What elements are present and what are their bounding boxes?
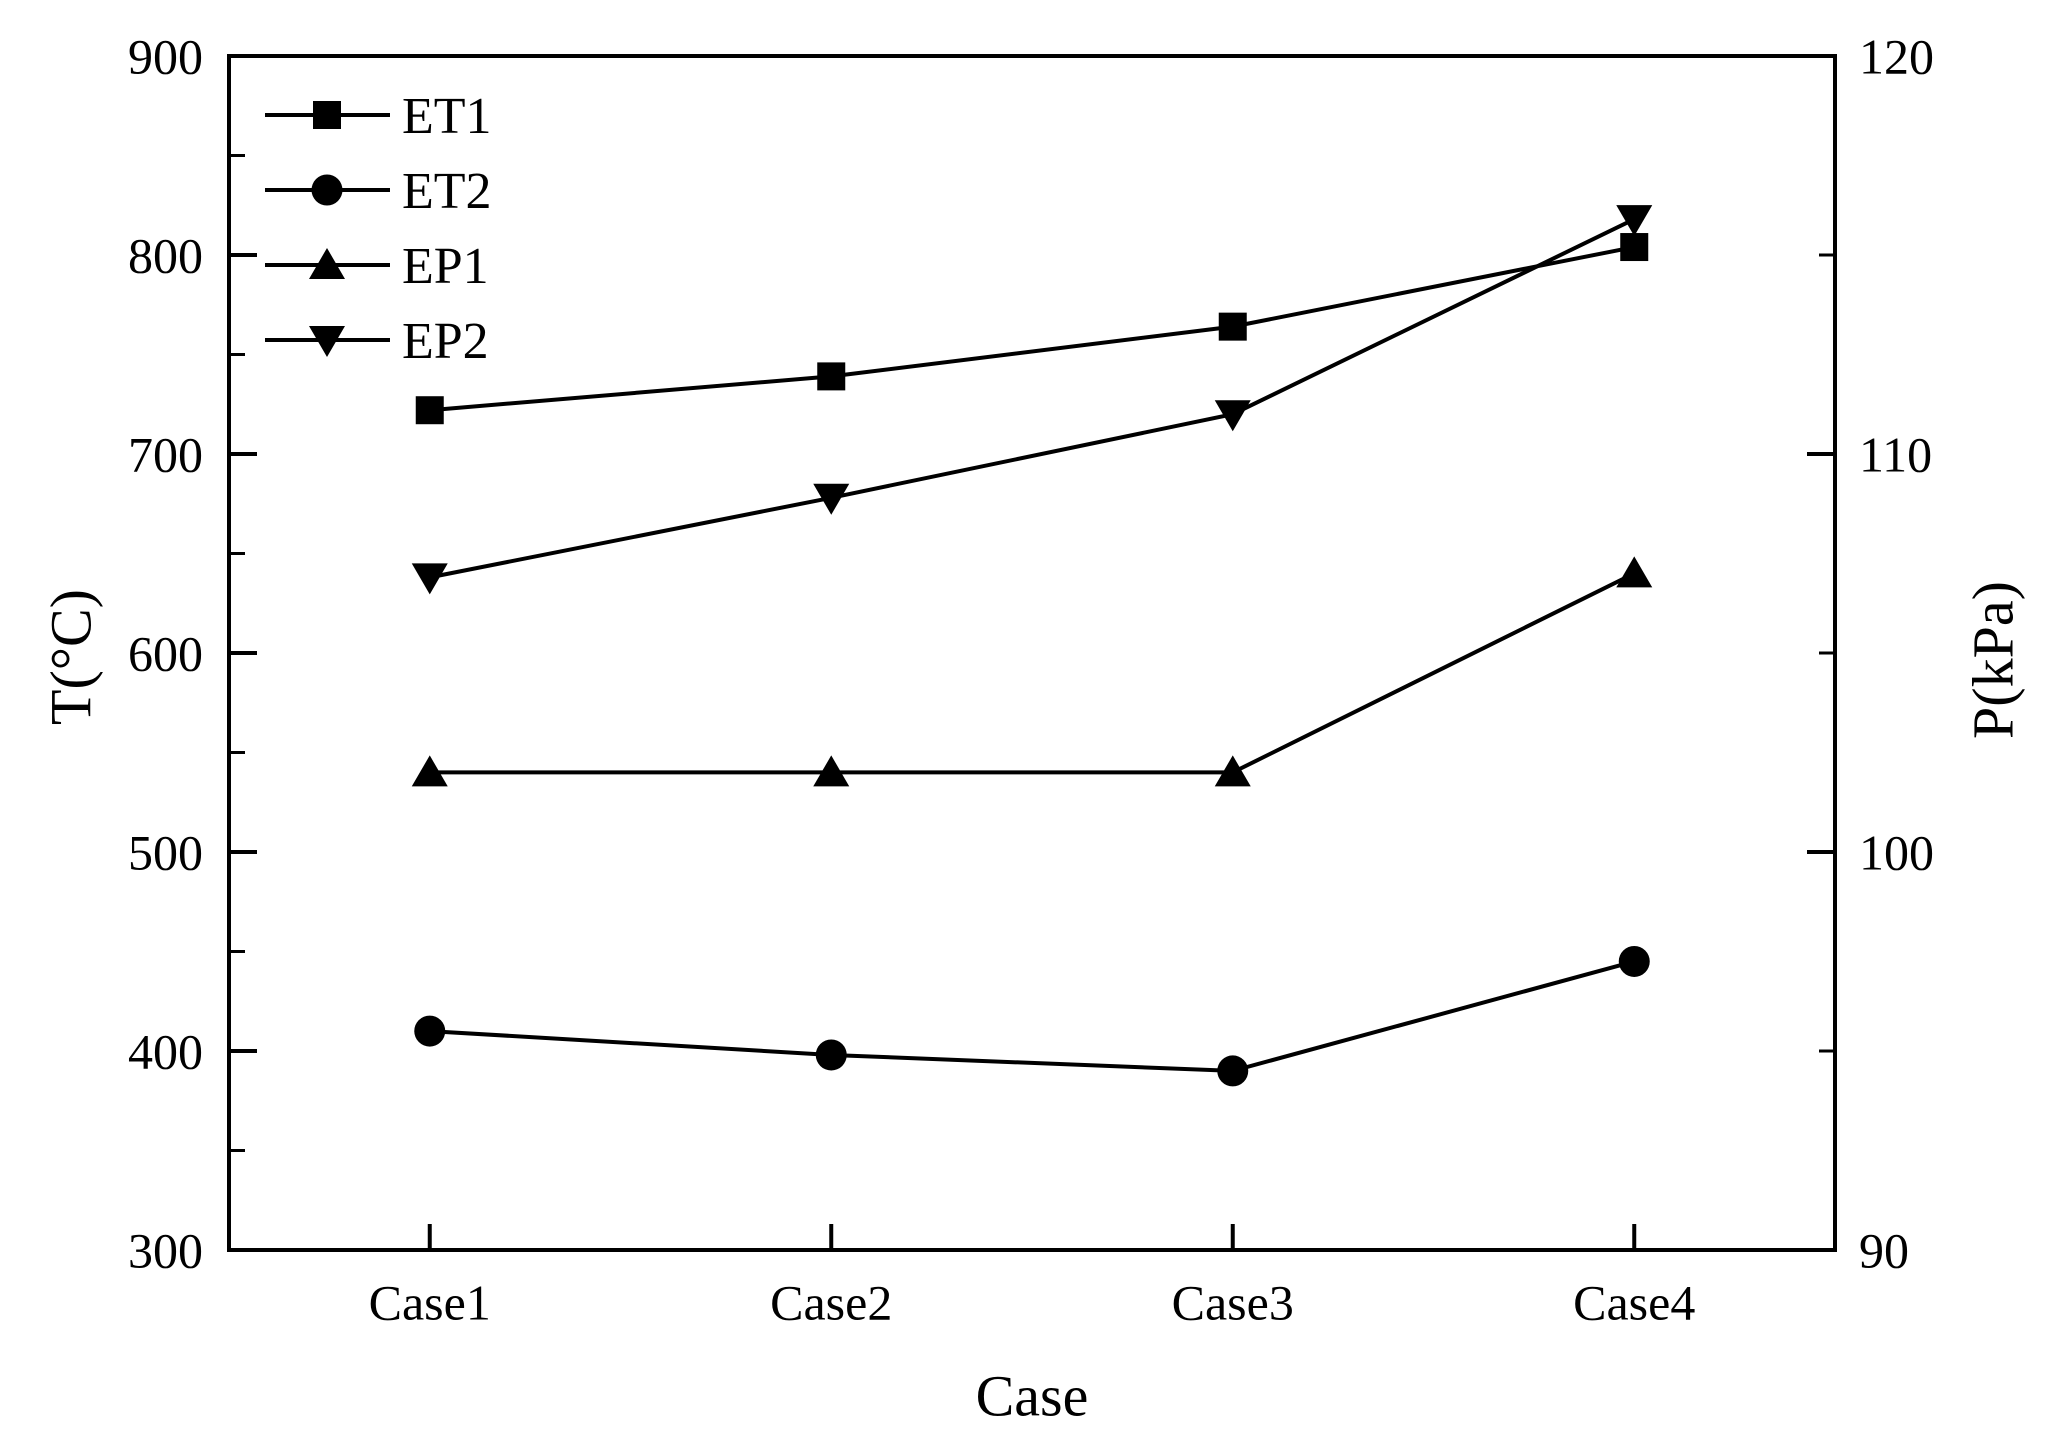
legend-item-ep2: EP2: [265, 313, 489, 370]
right-tick-label: 110: [1859, 427, 1932, 483]
x-tick-label: Case3: [1172, 1275, 1294, 1331]
square-marker-icon: [1620, 233, 1649, 262]
axis-ticks: [229, 54, 1835, 1252]
triangle-down-marker-icon: [309, 326, 345, 357]
left-tick-label: 600: [128, 626, 203, 682]
plot-frame: [227, 54, 1837, 1252]
right-tick-label: 90: [1859, 1223, 1909, 1279]
series-ET2: [414, 945, 1650, 1087]
triangle-down-marker-icon: [1616, 205, 1653, 237]
legend-label: ET1: [402, 88, 492, 145]
left-tick-label: 500: [128, 825, 203, 881]
y-right-axis-title: P(kPa): [1960, 581, 2025, 739]
triangle-down-marker-icon: [1214, 400, 1251, 432]
triangle-up-marker-icon: [309, 248, 345, 279]
triangle-down-marker-icon: [813, 483, 850, 515]
axis-tick-labels: 900 800 700 600 500 400 300 120 110 100 90 Case1 Cas…: [128, 29, 1934, 1331]
series-line: [429, 959, 1635, 1073]
legend-label: EP1: [402, 238, 489, 295]
triangle-up-marker-icon: [1214, 755, 1251, 787]
series-layer: [411, 205, 1653, 1087]
triangle-down-marker-icon: [411, 563, 448, 595]
circle-marker-icon: [311, 174, 343, 206]
circle-marker-icon: [1217, 1055, 1249, 1087]
legend-label: EP2: [402, 313, 489, 370]
legend-item-et2: ET2: [265, 163, 492, 220]
circle-marker-icon: [815, 1039, 847, 1071]
x-tick-label: Case4: [1573, 1275, 1695, 1331]
legend-label: ET2: [402, 163, 492, 220]
circle-marker-icon: [1618, 945, 1650, 977]
series-line: [429, 217, 1636, 580]
triangle-up-marker-icon: [813, 755, 850, 787]
triangle-up-marker-icon: [1616, 556, 1653, 588]
legend-item-et1: ET1: [265, 88, 492, 145]
series-line: [429, 571, 1636, 775]
square-marker-icon: [313, 101, 341, 129]
x-tick-label: Case2: [770, 1275, 892, 1331]
left-tick-label: 400: [128, 1024, 203, 1080]
triangle-up-marker-icon: [411, 755, 448, 787]
square-marker-icon: [817, 362, 846, 391]
x-axis-title: Case: [976, 1363, 1089, 1428]
circle-marker-icon: [414, 1015, 446, 1047]
left-tick-label: 800: [128, 228, 203, 284]
legend-item-ep1: EP1: [265, 238, 489, 295]
left-tick-label: 300: [128, 1223, 203, 1279]
right-tick-label: 100: [1859, 825, 1934, 881]
series-line: [429, 245, 1635, 413]
x-tick-label: Case1: [369, 1275, 491, 1331]
series-EP1: [411, 556, 1653, 787]
right-tick-label: 120: [1859, 29, 1934, 85]
series-EP2: [411, 205, 1653, 595]
square-marker-icon: [1218, 312, 1247, 341]
series-ET1: [415, 233, 1649, 425]
left-tick-label: 900: [128, 29, 203, 85]
legend: ET1 ET2 EP1 EP2: [265, 88, 492, 370]
y-left-axis-title: T(°C): [38, 589, 103, 725]
square-marker-icon: [415, 396, 444, 425]
left-tick-label: 700: [128, 427, 203, 483]
